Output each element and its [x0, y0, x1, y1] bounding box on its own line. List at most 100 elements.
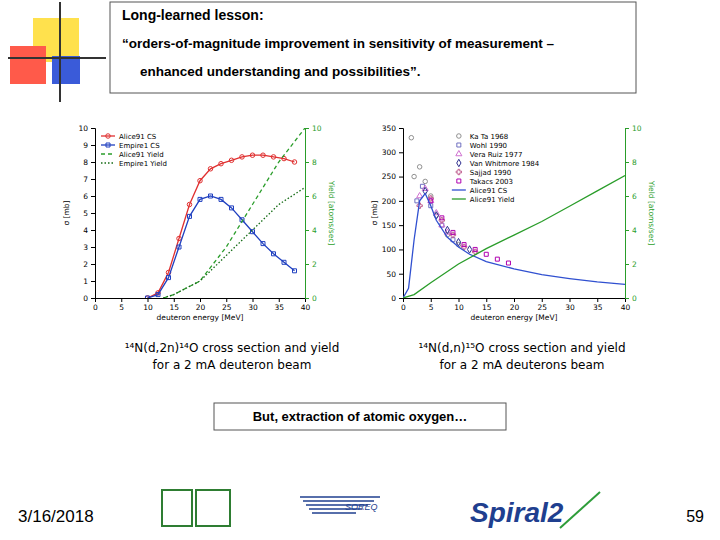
tick-label: 350	[382, 124, 397, 133]
tick-mark	[305, 196, 309, 197]
tick-label: 20	[510, 303, 520, 312]
marker	[292, 160, 297, 165]
tick: 0	[625, 294, 637, 303]
tick-mark	[542, 298, 543, 302]
tick: 3	[83, 243, 95, 252]
tick-label: 8	[312, 158, 317, 167]
legend-entry: Alice91 CS	[101, 133, 157, 141]
slide-date: 3/16/2018	[18, 507, 94, 526]
tick-mark	[253, 298, 254, 302]
tick-mark	[305, 264, 309, 265]
tick: 250	[382, 172, 403, 181]
marker	[219, 197, 223, 201]
logo-text: SOREQ	[345, 502, 378, 512]
marker	[229, 158, 234, 163]
marker	[417, 192, 423, 197]
tick: 6	[625, 192, 637, 201]
tick: 10	[305, 124, 322, 133]
tick-mark	[200, 298, 201, 302]
tick: 1	[83, 277, 95, 286]
tick-mark	[91, 230, 95, 231]
x-axis-title: deuteron energy [MeV]	[471, 313, 558, 322]
chart-caption: ¹⁴N(d,n)¹⁵O cross section and yield	[419, 341, 626, 355]
tick-mark	[91, 264, 95, 265]
marker	[146, 296, 150, 298]
y-axis: 012345678910	[78, 124, 95, 303]
legend-entry: Van Whitmore 1984	[457, 159, 540, 167]
tick: 150	[382, 221, 403, 230]
legend-label: Vera Ruiz 1977	[470, 151, 523, 159]
tick: 0	[93, 298, 98, 312]
tick-mark	[91, 213, 95, 214]
tick-label: 15	[169, 303, 179, 312]
tick-label: 15	[482, 303, 492, 312]
legend-label: Wohl 1990	[470, 142, 507, 150]
series	[409, 135, 461, 246]
tick-label: 35	[593, 303, 603, 312]
deco-hline	[8, 57, 106, 59]
marker	[415, 199, 419, 203]
tick-label: 150	[382, 221, 397, 230]
tick-mark	[399, 177, 403, 178]
marker	[198, 197, 202, 201]
legend-swatch	[101, 135, 115, 136]
tick-label: 6	[632, 192, 637, 201]
tick-mark	[597, 298, 598, 302]
tick-mark	[399, 298, 403, 299]
legend-entry: Empire1 Yield	[101, 160, 167, 168]
logo-stripe	[312, 512, 356, 514]
tick-label: 100	[382, 245, 397, 254]
tick-label: 2	[83, 260, 88, 269]
tick: 5	[429, 298, 434, 312]
tick: 2	[625, 260, 637, 269]
series-line	[403, 194, 625, 298]
plot-background	[95, 128, 305, 298]
footer-box	[214, 403, 506, 430]
tick-label: 200	[382, 197, 397, 206]
footer-text: But, extraction of atomic oxygen…	[253, 409, 468, 424]
tick-label: 300	[382, 148, 397, 157]
y-axis: 050100150200250300350	[382, 124, 404, 303]
legend: Alice91 CSEmpire1 CSAlice91 YieldEmpire1…	[101, 133, 167, 168]
tick-label: 0	[632, 294, 637, 303]
legend-marker	[106, 143, 110, 147]
y2-axis: 0246810	[625, 124, 642, 303]
series	[415, 184, 455, 241]
tick: 5	[119, 298, 124, 312]
tick-label: 0	[312, 294, 317, 303]
tick: 10	[143, 298, 153, 312]
plot-area	[403, 135, 625, 298]
legend-entry: Vera Ruiz 1977	[456, 150, 523, 158]
tick-label: 10	[78, 124, 88, 133]
tick-mark	[514, 298, 515, 302]
legend-label: Empire1 Yield	[119, 160, 167, 168]
legend-marker	[457, 179, 461, 183]
legend-label: Van Whitmore 1984	[470, 160, 540, 168]
tick-mark	[625, 196, 629, 197]
tick: 15	[169, 298, 179, 312]
marker	[261, 153, 266, 158]
legend-swatch	[101, 162, 115, 163]
axis-line	[399, 129, 404, 299]
legend-entry: Alice91 CS	[452, 187, 508, 195]
tick-label: 25	[537, 303, 547, 312]
marker	[409, 135, 414, 140]
tick-mark	[121, 298, 122, 302]
tick-label: 40	[301, 303, 311, 312]
tick-mark	[399, 274, 403, 275]
logo-soreq: SOREQ	[300, 497, 380, 513]
tick-mark	[459, 298, 460, 302]
tick-label: 4	[632, 226, 637, 235]
tick-label: 0	[401, 303, 406, 312]
tick: 0	[401, 298, 406, 312]
marker	[462, 243, 466, 247]
tick-label: 4	[312, 226, 317, 235]
marker	[473, 247, 477, 251]
tick: 6	[305, 192, 317, 201]
tick-label: 8	[83, 158, 88, 167]
tick-mark	[91, 298, 95, 299]
tick-label: 2	[312, 260, 317, 269]
tick-label: 40	[621, 303, 631, 312]
tick: 4	[305, 226, 317, 235]
tick-mark	[305, 162, 309, 163]
